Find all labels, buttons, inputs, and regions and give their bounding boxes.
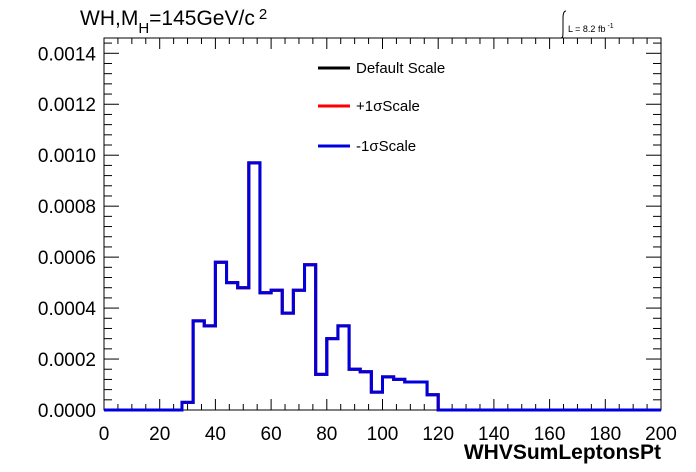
y-tick-label: 0.0010 [38,146,96,167]
x-tick-label: 160 [534,424,566,445]
plot-frame [103,37,662,411]
x-tick-label: 40 [205,424,226,445]
x-tick-label: 200 [645,424,677,445]
title-subscript: H [138,20,149,37]
x-tick-label: 120 [422,424,454,445]
legend: Default Scale +1σScale -1σScale [318,60,445,155]
legend-label: Default Scale [356,60,445,77]
chart-title: WH,MH=145GeV/c 2 [80,6,267,37]
x-tick-label: 140 [478,424,510,445]
series-line-3 [104,161,661,412]
legend-label: +1σScale [356,98,420,115]
x-tick-label: 20 [149,424,170,445]
x-tick-label: 0 [99,424,110,445]
series-line-1 [104,161,661,412]
y-tick-label: 0.0006 [38,248,96,269]
x-axis-label: WHVSumLeptonsPt [464,441,661,464]
title-suffix: =145GeV/c [149,7,255,30]
x-tick-label: 180 [589,424,621,445]
series-line-2 [104,161,661,412]
x-tick-label: 100 [367,424,399,445]
title-prefix: WH,M [80,7,138,30]
title-superscript: 2 [259,6,267,23]
y-tick-label: 0.0008 [38,197,96,218]
x-axis: 0 20 40 60 80 100 120 140 160 180 200 [99,38,677,445]
y-axis: 0.0000 0.0002 0.0004 0.0006 0.0008 0.0010 0.00… [38,42,661,422]
svg-text:L = 8.2 fb-1: L = 8.2 fb -1 [568,23,614,34]
series-layer [104,161,661,412]
x-tick-label: 80 [316,424,337,445]
integral-sign [560,10,567,39]
y-tick-label: 0.0004 [38,299,97,320]
y-tick-label: 0.0000 [38,401,96,422]
lumi-text: L = 8.2 fb [568,24,605,34]
y-tick-label: 0.0014 [38,44,97,65]
y-tick-label: 0.0012 [38,95,96,116]
x-tick-label: 60 [261,424,282,445]
legend-label: -1σScale [356,138,416,155]
luminosity-label: L = 8.2 fb -1 [560,10,614,39]
y-tick-label: 0.0002 [38,350,96,371]
lumi-superscript: -1 [607,23,613,30]
